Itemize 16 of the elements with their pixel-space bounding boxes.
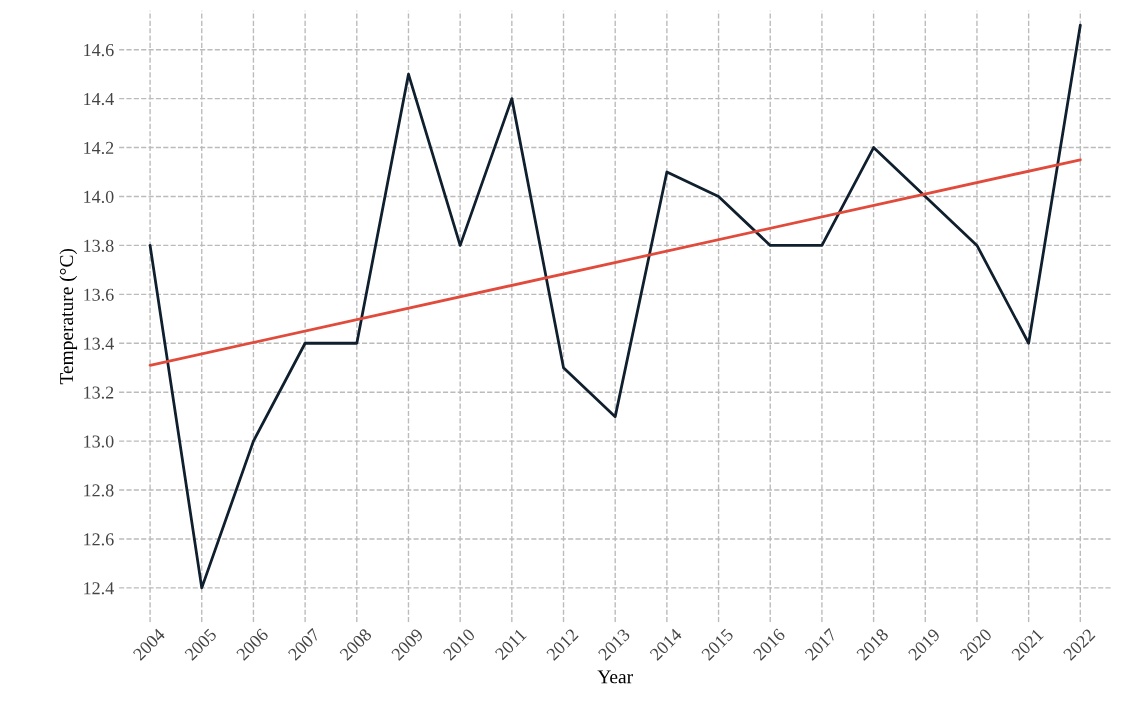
y-tick-label: 12.4 <box>84 582 114 595</box>
line-series <box>148 23 1082 590</box>
y-tick-label: 12.6 <box>84 533 114 546</box>
y-axis-title: Temperature (°C) <box>59 248 78 385</box>
y-tick-label: 14.6 <box>84 44 114 57</box>
y-tick-label: 14.4 <box>84 92 114 106</box>
x-axis-title: Year <box>597 670 633 684</box>
y-tick-label: 14.0 <box>84 190 114 203</box>
x-tick-label: 2011 <box>494 628 527 661</box>
y-tick-label: 13.6 <box>84 288 114 301</box>
y-tick-label: 12.8 <box>84 484 114 497</box>
y-tick-label: 13.0 <box>84 435 114 448</box>
y-tick-label: 13.2 <box>84 386 114 399</box>
y-tick-label: 13.8 <box>84 239 114 252</box>
y-tick-label: 14.2 <box>84 141 114 155</box>
y-tick-label: 13.4 <box>84 337 114 350</box>
